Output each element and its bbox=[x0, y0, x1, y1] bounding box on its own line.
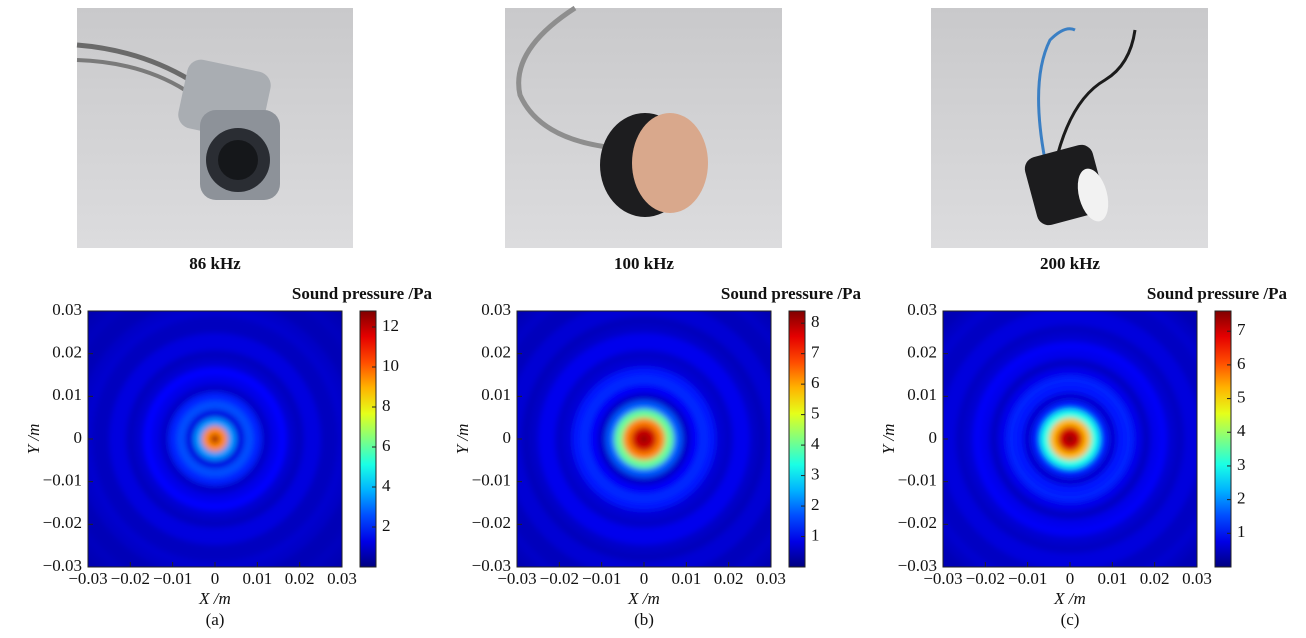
y-tick-label: −0.03 bbox=[43, 556, 82, 575]
y-tick-label: 0.02 bbox=[907, 343, 937, 362]
colorbar-tick-label: 7 bbox=[1237, 320, 1246, 339]
colorbar-tick-label: 1 bbox=[811, 525, 820, 544]
panel-label: (b) bbox=[634, 610, 654, 629]
x-tick-label: 0.03 bbox=[756, 569, 786, 588]
y-tick-label: 0 bbox=[74, 428, 83, 447]
colorbar-tick-label: 6 bbox=[811, 373, 820, 392]
x-axis-label: X /m bbox=[627, 589, 660, 608]
x-tick-label: −0.03 bbox=[497, 569, 536, 588]
panel-label: (c) bbox=[1061, 610, 1080, 629]
y-tick-label: −0.02 bbox=[43, 513, 82, 532]
x-tick-label: 0.02 bbox=[714, 569, 744, 588]
heatmap bbox=[88, 311, 342, 567]
y-tick-label: 0.01 bbox=[52, 385, 82, 404]
colorbar bbox=[359, 310, 377, 568]
heatmap-field bbox=[943, 311, 1197, 567]
photo-caption: 100 kHz bbox=[614, 254, 674, 273]
x-tick-label: 0.01 bbox=[242, 569, 272, 588]
y-tick-label: −0.01 bbox=[898, 471, 937, 490]
x-tick-label: 0 bbox=[211, 569, 220, 588]
colorbar-tick-label: 4 bbox=[382, 476, 391, 495]
x-tick-label: −0.01 bbox=[153, 569, 192, 588]
colorbar-tick-label: 8 bbox=[811, 312, 820, 331]
colorbar-tick-label: 1 bbox=[1237, 522, 1246, 541]
colorbar bbox=[1214, 310, 1232, 568]
x-tick-label: 0 bbox=[640, 569, 649, 588]
y-tick-label: −0.01 bbox=[43, 471, 82, 490]
x-axis-label: X /m bbox=[198, 589, 231, 608]
y-tick-label: 0.02 bbox=[481, 343, 511, 362]
y-axis-label: Y /m bbox=[24, 424, 43, 455]
x-axis-label: X /m bbox=[1053, 589, 1086, 608]
colorbar-label: Sound pressure /Pa bbox=[1147, 284, 1288, 303]
colorbar-tick-label: 3 bbox=[811, 464, 820, 483]
y-tick-label: 0.03 bbox=[52, 300, 82, 319]
pressure-ring bbox=[1065, 434, 1075, 444]
y-tick-label: 0 bbox=[503, 428, 512, 447]
colorbar-tick-label: 4 bbox=[811, 434, 820, 453]
y-tick-label: 0.01 bbox=[907, 385, 937, 404]
x-tick-label: −0.01 bbox=[582, 569, 621, 588]
colorbar-tick-label: 5 bbox=[1237, 387, 1246, 406]
panel-label: (a) bbox=[206, 610, 225, 629]
x-tick-label: 0.01 bbox=[1097, 569, 1127, 588]
heatmap-field bbox=[517, 311, 771, 567]
colorbar-tick-label: 10 bbox=[382, 356, 399, 375]
y-axis-label: Y /m bbox=[879, 424, 898, 455]
y-tick-label: −0.03 bbox=[898, 556, 937, 575]
y-tick-label: 0.03 bbox=[481, 300, 511, 319]
y-tick-label: −0.02 bbox=[472, 513, 511, 532]
y-tick-label: −0.03 bbox=[472, 556, 511, 575]
x-tick-label: −0.02 bbox=[111, 569, 150, 588]
y-tick-label: 0.01 bbox=[481, 385, 511, 404]
colorbar bbox=[788, 310, 806, 568]
pressure-ring bbox=[210, 434, 220, 444]
y-tick-label: −0.02 bbox=[898, 513, 937, 532]
x-tick-label: 0.02 bbox=[285, 569, 315, 588]
y-tick-label: 0.03 bbox=[907, 300, 937, 319]
x-tick-label: −0.01 bbox=[1008, 569, 1047, 588]
colorbar-tick-label: 5 bbox=[811, 404, 820, 423]
photo-caption: 86 kHz bbox=[189, 254, 241, 273]
colorbar-tick-label: 3 bbox=[1237, 455, 1246, 474]
x-tick-label: −0.03 bbox=[923, 569, 962, 588]
colorbar-tick-label: 8 bbox=[382, 396, 391, 415]
colorbar-label: Sound pressure /Pa bbox=[721, 284, 862, 303]
colorbar-tick-label: 7 bbox=[811, 343, 820, 362]
colorbar-label: Sound pressure /Pa bbox=[292, 284, 433, 303]
heatmap bbox=[943, 311, 1197, 567]
colorbar-tick-label: 2 bbox=[811, 495, 820, 514]
y-tick-label: 0 bbox=[929, 428, 938, 447]
colorbar-tick-label: 2 bbox=[1237, 489, 1246, 508]
heatmap bbox=[517, 311, 771, 567]
x-tick-label: 0.02 bbox=[1140, 569, 1170, 588]
photo bbox=[76, 8, 353, 248]
x-tick-label: 0.03 bbox=[1182, 569, 1212, 588]
colorbar-tick-label: 2 bbox=[382, 516, 391, 535]
x-tick-label: 0 bbox=[1066, 569, 1075, 588]
colorbar-tick-label: 6 bbox=[382, 436, 391, 455]
x-tick-label: 0.03 bbox=[327, 569, 357, 588]
photo bbox=[505, 5, 782, 248]
colorbar-tick-label: 6 bbox=[1237, 354, 1246, 373]
y-tick-label: −0.01 bbox=[472, 471, 511, 490]
x-tick-label: −0.03 bbox=[68, 569, 107, 588]
x-tick-label: 0.01 bbox=[671, 569, 701, 588]
x-tick-label: −0.02 bbox=[966, 569, 1005, 588]
colorbar-tick-label: 4 bbox=[1237, 421, 1246, 440]
pressure-ring bbox=[639, 434, 649, 444]
heatmap-field bbox=[88, 311, 342, 567]
photo-caption: 200 kHz bbox=[1040, 254, 1100, 273]
x-tick-label: −0.02 bbox=[540, 569, 579, 588]
photo bbox=[931, 8, 1208, 248]
y-tick-label: 0.02 bbox=[52, 343, 82, 362]
y-axis-label: Y /m bbox=[453, 424, 472, 455]
colorbar-tick-label: 12 bbox=[382, 316, 399, 335]
